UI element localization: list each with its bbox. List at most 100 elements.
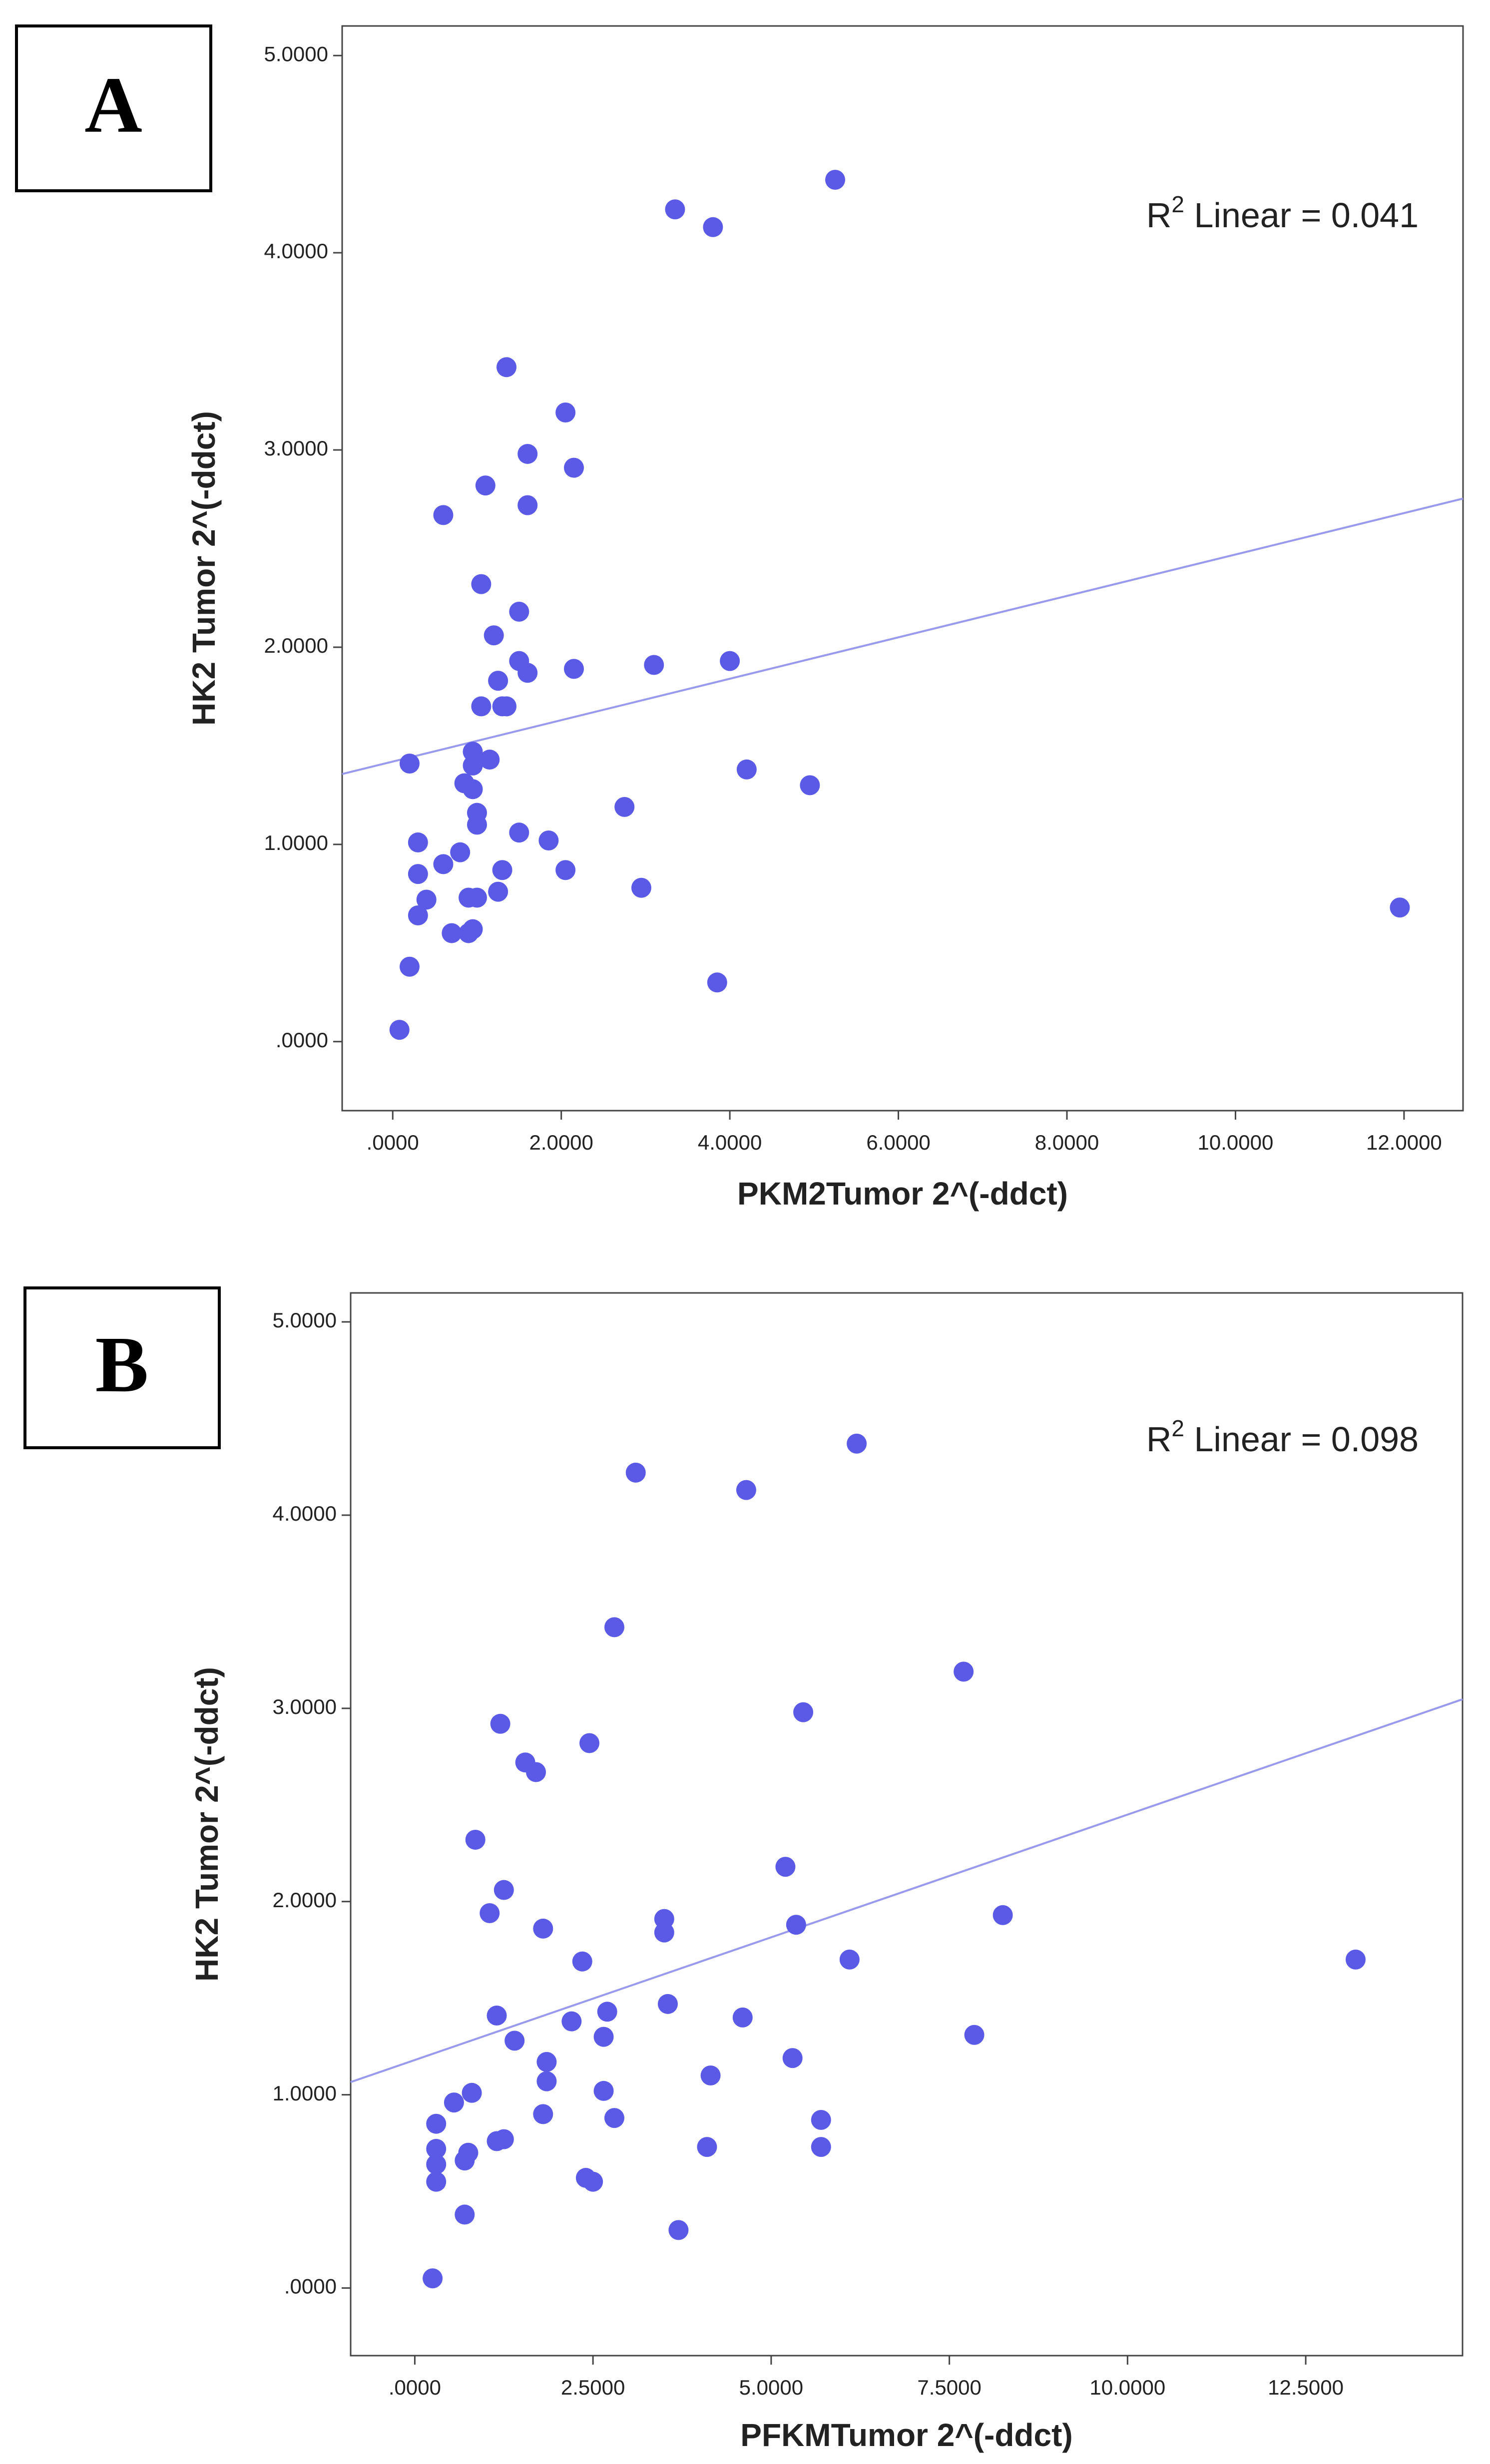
a-point-24 xyxy=(480,750,500,770)
b-point-20 xyxy=(533,2104,553,2124)
b-point-11 xyxy=(480,1903,500,1923)
panel-b-x-axis-title: PFKMTumor 2^(-ddct) xyxy=(740,2417,1072,2453)
a-point-22 xyxy=(471,574,492,594)
a-xtick-label-2: 4.0000 xyxy=(698,1131,762,1154)
b-point-50 xyxy=(847,1433,867,1454)
a-ytick-label-0: .0000 xyxy=(276,1028,328,1052)
panel-a-plot-area xyxy=(341,25,1464,1112)
panel-a-y-tick-labels: .0000 1.0000 2.0000 3.0000 4.0000 5.0000 xyxy=(264,42,328,1052)
b-point-49 xyxy=(839,1949,860,1970)
a-point-18 xyxy=(467,887,487,908)
panel-a-r2-text: Linear = 0.041 xyxy=(1184,196,1419,235)
b-ytick-label-0: .0000 xyxy=(284,2275,337,2298)
a-xtick-label-5: 10.0000 xyxy=(1198,1131,1274,1154)
a-point-49 xyxy=(720,651,740,671)
panel-b-r2-prefix: R xyxy=(1146,1420,1172,1459)
b-point-37 xyxy=(657,1994,678,2014)
panel-a-label: A xyxy=(84,60,142,149)
a-point-9 xyxy=(442,923,462,943)
panel-b-label-box xyxy=(23,1286,221,1449)
panel-a-label-box xyxy=(15,24,212,192)
a-point-46 xyxy=(665,199,685,220)
a-point-39 xyxy=(555,403,576,423)
a-ytick-label-5: 5.0000 xyxy=(264,42,328,65)
a-ytick-label-4: 4.0000 xyxy=(264,239,328,263)
a-point-8 xyxy=(433,505,454,525)
panel-b-fit-group xyxy=(350,1698,1463,2083)
panel-b-plot-area xyxy=(350,1292,1464,2357)
a-point-40 xyxy=(555,860,576,880)
a-point-30 xyxy=(497,696,517,717)
b-point-21 xyxy=(533,1918,553,1939)
b-point-19 xyxy=(526,1762,546,1782)
panel-a-ticks xyxy=(333,54,1405,1120)
b-xtick-label-2: 5.0000 xyxy=(739,2376,803,2399)
a-point-42 xyxy=(563,659,584,679)
a-point-36 xyxy=(517,495,538,515)
a-point-17 xyxy=(463,919,483,939)
b-ytick-label-2: 2.0000 xyxy=(273,1888,337,1912)
panel-a-r2-prefix: R xyxy=(1146,196,1172,235)
b-xtick-label-5: 12.5000 xyxy=(1268,2376,1344,2399)
b-point-8 xyxy=(458,2142,479,2163)
b-point-33 xyxy=(604,1617,624,1638)
a-point-52 xyxy=(825,170,846,190)
a-point-16 xyxy=(463,742,483,762)
a-point-6 xyxy=(416,889,437,910)
panel-a-x-axis-title: PKM2Tumor 2^(-ddct) xyxy=(737,1176,1068,1212)
a-ytick-label-1: 1.0000 xyxy=(264,831,328,854)
b-xtick-label-1: 2.5000 xyxy=(561,2376,625,2399)
panel-a-points xyxy=(389,170,1410,1040)
b-point-3 xyxy=(426,2139,447,2159)
b-point-25 xyxy=(572,1951,592,1972)
a-point-45 xyxy=(644,655,664,675)
a-point-51 xyxy=(800,775,820,796)
a-point-37 xyxy=(517,663,538,683)
a-point-10 xyxy=(450,842,471,862)
b-point-23 xyxy=(536,2052,557,2072)
a-point-31 xyxy=(497,357,517,378)
b-point-40 xyxy=(700,2065,721,2085)
panel-b-r2-text: Linear = 0.098 xyxy=(1184,1420,1419,1459)
b-point-0 xyxy=(423,2268,443,2289)
panel-b-x-tick-labels: .0000 2.5000 5.0000 7.5000 10.0000 12.5000 xyxy=(389,2376,1344,2399)
panel-a-r2-superscript: 2 xyxy=(1171,191,1184,217)
b-point-10 xyxy=(465,1829,486,1850)
b-point-39 xyxy=(697,2137,717,2157)
b-point-53 xyxy=(993,1905,1013,1925)
a-point-5 xyxy=(408,832,428,852)
b-point-16 xyxy=(494,1880,514,1900)
b-point-36 xyxy=(654,1909,674,1929)
b-point-34 xyxy=(625,1462,646,1483)
a-point-15 xyxy=(463,755,483,776)
a-point-32 xyxy=(509,601,529,622)
b-point-41 xyxy=(732,2007,753,2028)
panel-b-r2-annotation: R2 Linear = 0.098 xyxy=(1146,1415,1419,1459)
b-point-48 xyxy=(811,2109,831,2130)
b-point-42 xyxy=(736,1480,756,1500)
a-point-41 xyxy=(563,457,584,478)
panel-b-points xyxy=(423,1433,1366,2289)
b-ytick-label-4: 4.0000 xyxy=(273,1502,337,1525)
a-point-35 xyxy=(517,443,538,464)
b-point-31 xyxy=(597,2002,617,2022)
b-point-4 xyxy=(426,2113,447,2134)
a-ytick-label-3: 3.0000 xyxy=(264,436,328,460)
b-point-14 xyxy=(490,1713,510,1734)
b-point-38 xyxy=(668,2220,689,2240)
b-point-22 xyxy=(536,2071,557,2091)
a-point-38 xyxy=(538,830,559,850)
b-point-43 xyxy=(775,1857,796,1877)
b-point-30 xyxy=(593,2027,614,2047)
b-point-17 xyxy=(504,2031,525,2051)
b-point-44 xyxy=(782,2048,803,2068)
panel-b-y-axis-title: HK2 Tumor 2^(-ddct) xyxy=(189,1667,225,1982)
b-point-28 xyxy=(583,2171,603,2192)
a-xtick-label-1: 2.0000 xyxy=(529,1131,593,1154)
a-point-21 xyxy=(471,696,492,717)
b-point-52 xyxy=(964,2025,985,2045)
b-point-47 xyxy=(811,2137,831,2157)
panel-a-fit-group xyxy=(342,497,1464,775)
